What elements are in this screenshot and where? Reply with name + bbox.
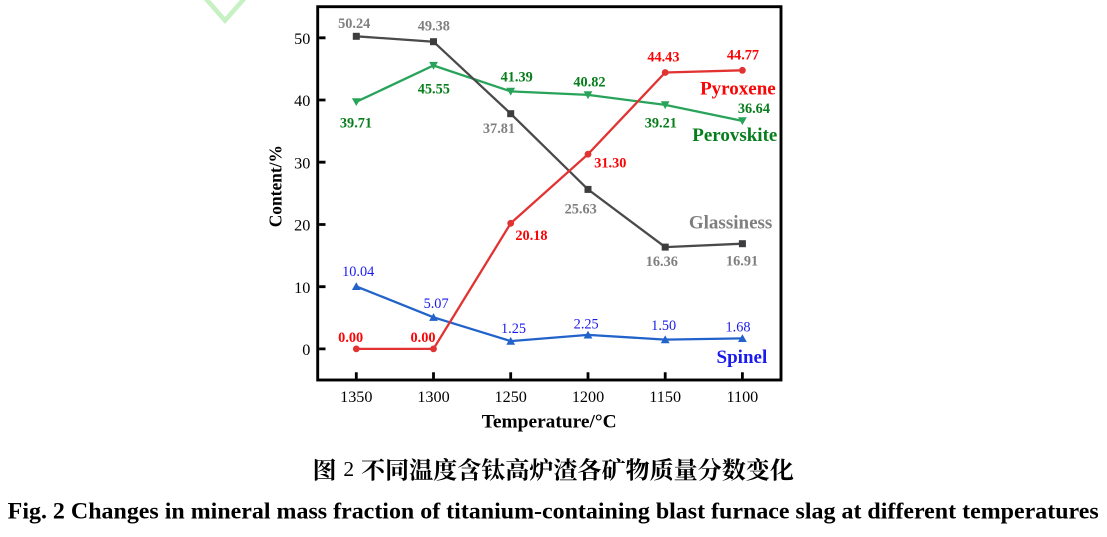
svg-text:41.39: 41.39 — [501, 70, 533, 86]
svg-text:16.36: 16.36 — [646, 254, 678, 270]
svg-text:50: 50 — [294, 30, 310, 48]
svg-text:1150: 1150 — [649, 388, 681, 406]
svg-text:20.18: 20.18 — [515, 228, 547, 244]
svg-text:39.21: 39.21 — [645, 116, 677, 132]
svg-text:30: 30 — [294, 154, 310, 172]
svg-text:44.43: 44.43 — [647, 49, 679, 65]
svg-text:1250: 1250 — [495, 388, 527, 406]
svg-text:1100: 1100 — [727, 388, 759, 406]
svg-text:50.24: 50.24 — [338, 16, 370, 32]
svg-text:5.07: 5.07 — [424, 296, 449, 312]
svg-text:20: 20 — [294, 217, 310, 235]
svg-text:Spinel: Spinel — [717, 347, 768, 368]
svg-text:1350: 1350 — [340, 388, 372, 406]
svg-text:36.64: 36.64 — [738, 101, 770, 117]
svg-text:49.38: 49.38 — [418, 18, 450, 34]
svg-text:1200: 1200 — [572, 388, 604, 406]
svg-text:10.04: 10.04 — [342, 264, 374, 280]
svg-text:45.55: 45.55 — [418, 81, 450, 97]
svg-text:39.71: 39.71 — [340, 116, 372, 132]
svg-text:Fig. 2 Changes in mineral mass: Fig. 2 Changes in mineral mass fraction … — [8, 499, 1099, 525]
svg-text:1.25: 1.25 — [501, 321, 526, 337]
svg-text:2.25: 2.25 — [574, 317, 599, 333]
svg-text:0.00: 0.00 — [338, 330, 363, 346]
svg-text:2: 2 — [343, 457, 354, 481]
svg-text:Perovskite: Perovskite — [692, 125, 777, 146]
svg-text:16.91: 16.91 — [726, 253, 758, 269]
svg-text:31.30: 31.30 — [594, 155, 626, 171]
svg-text:1.50: 1.50 — [651, 318, 676, 334]
svg-text:1.68: 1.68 — [725, 320, 750, 336]
svg-text:0: 0 — [302, 341, 310, 359]
svg-text:40.82: 40.82 — [573, 75, 605, 91]
svg-text:Temperature/°C: Temperature/°C — [482, 412, 617, 433]
svg-text:44.77: 44.77 — [727, 47, 759, 63]
svg-text:40: 40 — [294, 92, 310, 110]
svg-text:37.81: 37.81 — [483, 121, 515, 137]
svg-text:Glassiness: Glassiness — [689, 212, 772, 233]
svg-text:0.00: 0.00 — [410, 330, 435, 346]
svg-text:Content/%: Content/% — [265, 145, 285, 227]
svg-text:25.63: 25.63 — [565, 202, 597, 218]
svg-text:1300: 1300 — [417, 388, 449, 406]
svg-text:10: 10 — [294, 279, 310, 297]
svg-text:Pyroxene: Pyroxene — [700, 79, 776, 100]
